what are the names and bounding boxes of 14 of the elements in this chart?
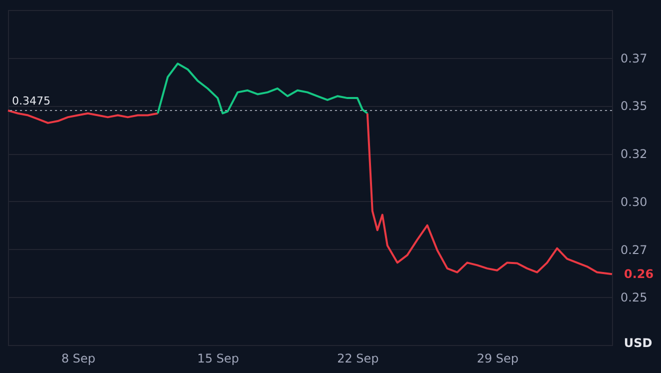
- x-tick-label: 29 Sep: [476, 352, 519, 366]
- line-series: [7, 110, 159, 124]
- annotation: 0.26: [624, 267, 654, 282]
- y-tick-label: 0.27: [620, 242, 648, 257]
- y-tick-label: 0.25: [620, 290, 648, 305]
- ref-line-label: 0.3475: [12, 94, 50, 108]
- x-tick-label: 15 Sep: [197, 352, 240, 366]
- y-tick-label: 0.37: [620, 51, 648, 66]
- y-tick-label: 0.30: [620, 194, 648, 209]
- text: USD: [624, 336, 652, 350]
- x-tick-label: 8 Sep: [61, 352, 96, 366]
- x-tick-label: 22 Sep: [337, 352, 379, 366]
- y-tick-label: 0.35: [620, 99, 648, 114]
- y-tick-label: 0.32: [620, 147, 648, 162]
